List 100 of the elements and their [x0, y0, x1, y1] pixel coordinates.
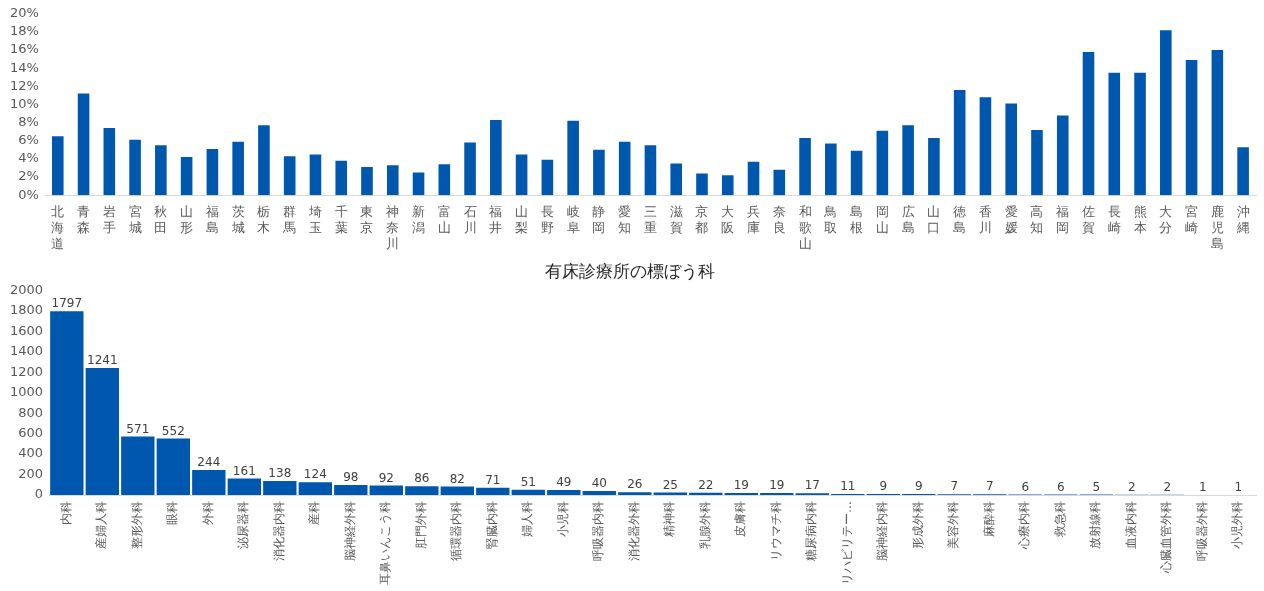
y-tick-label: 1800 [9, 302, 44, 318]
data-label: 6 [1056, 479, 1065, 494]
data-label: 7 [985, 479, 994, 494]
bar [192, 470, 226, 495]
x-tick-label: 滋賀 [669, 204, 683, 235]
x-tick-label: 徳島 [953, 204, 967, 235]
data-label: 19 [769, 478, 785, 493]
bar [369, 485, 403, 495]
x-tick-label: 心臓血管外科 [1159, 501, 1174, 574]
x-tick-label: 香川 [978, 204, 992, 235]
bar [928, 138, 940, 196]
y-tick-label: 16% [9, 41, 39, 57]
bar [773, 169, 786, 196]
x-tick-label: 長崎 [1107, 204, 1121, 235]
bar [440, 486, 474, 495]
bar [670, 163, 683, 196]
bar [386, 165, 399, 196]
bar [1056, 115, 1069, 196]
x-tick-label: 岩手 [102, 204, 116, 235]
x-tick-label: 産科 [307, 501, 322, 525]
bar [1160, 30, 1172, 196]
bar [283, 156, 296, 196]
bar [653, 492, 687, 495]
data-label: 25 [662, 477, 678, 492]
x-tick-label: 心療内科 [1017, 501, 1032, 550]
y-tick-label: 8% [18, 114, 39, 130]
x-tick-label: 奈良 [772, 204, 786, 235]
data-label: 98 [343, 470, 359, 485]
y-tick-label: 1200 [9, 363, 44, 379]
y-tick-label: 2000 [9, 281, 44, 297]
x-tick-label: 眼科 [165, 501, 180, 525]
bar [618, 492, 652, 495]
y-tick-label: 0 [34, 486, 44, 502]
bar [644, 145, 657, 196]
x-tick-label: 北海道 [51, 204, 65, 251]
y-tick-label: 1600 [9, 322, 44, 338]
x-tick-label: 呼吸器外科 [1194, 501, 1209, 561]
x-tick-label: 産婦人科 [94, 501, 109, 549]
bar [547, 489, 581, 495]
x-tick-label: 青森 [77, 204, 91, 235]
data-label: 19 [733, 478, 749, 493]
y-tick-label: 14% [9, 59, 39, 75]
bar [206, 148, 219, 196]
x-tick-label: 静岡 [592, 204, 606, 235]
bar [511, 489, 545, 495]
x-tick-label: 富山 [437, 204, 451, 235]
y-tick-label: 1400 [9, 343, 44, 359]
data-label: 2 [1163, 479, 1172, 494]
x-tick-label: 京都 [695, 204, 709, 235]
data-label: 138 [268, 466, 292, 481]
data-label: 82 [449, 471, 465, 486]
y-tick-label: 20% [9, 5, 39, 21]
bar [77, 93, 90, 196]
x-tick-label: 山梨 [515, 204, 529, 235]
x-tick-label: 皮膚科 [733, 501, 748, 537]
bar [438, 164, 451, 196]
x-tick-label: 外科 [200, 501, 215, 525]
bar [747, 161, 760, 196]
x-tick-label: 愛知 [618, 204, 632, 235]
bar [361, 167, 373, 196]
x-tick-label: 放射線科 [1088, 501, 1103, 549]
data-label: 11 [840, 479, 856, 493]
x-tick-label: 血液内科 [1123, 501, 1138, 549]
x-tick-label: 宮城 [127, 204, 142, 235]
x-tick-label: 千葉 [334, 204, 348, 235]
bar [85, 368, 120, 495]
bar [180, 157, 193, 196]
bar [263, 480, 297, 495]
bar [825, 143, 837, 196]
bar [1108, 72, 1121, 196]
bar [1005, 103, 1017, 196]
data-label: 40 [591, 476, 607, 491]
y-tick-label: 6% [18, 132, 39, 148]
x-tick-label: 消化器外科 [626, 501, 641, 561]
bar [515, 154, 528, 196]
x-tick-label: 長野 [540, 204, 554, 235]
bar [490, 119, 502, 196]
data-label: 2 [1127, 479, 1136, 494]
y-tick-label: 18% [9, 23, 39, 39]
x-tick-label: 和歌山 [798, 204, 812, 251]
x-tick-label: 乳腺外科 [697, 501, 712, 549]
data-label: 1241 [87, 353, 118, 368]
x-tick-label: 大阪 [721, 204, 735, 235]
x-tick-label: リウマチ科 [768, 501, 783, 561]
bar [721, 175, 734, 196]
bar [1185, 60, 1198, 196]
bar [464, 142, 476, 196]
data-label: 49 [556, 475, 572, 490]
x-tick-label: 消化器内科 [271, 501, 286, 561]
data-label: 6 [1021, 479, 1030, 494]
data-label: 9 [879, 479, 888, 494]
bar [227, 478, 261, 495]
x-tick-label: 精神科 [662, 501, 677, 537]
data-label: 9 [914, 479, 923, 494]
x-tick-label: 石川 [463, 204, 477, 235]
y-tick-label: 10% [9, 95, 39, 111]
data-label: 92 [378, 470, 394, 485]
x-tick-label: 脳神経外科 [342, 501, 357, 561]
x-tick-label: 神奈川 [386, 204, 400, 251]
x-tick-label: 熊本 [1133, 204, 1147, 235]
